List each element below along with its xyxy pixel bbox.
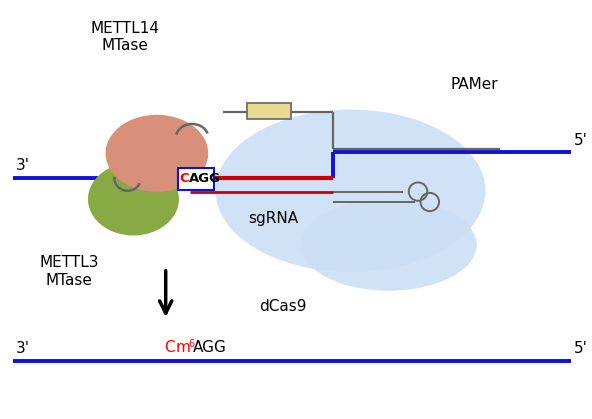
Text: sgRNA: sgRNA [248,211,298,226]
Ellipse shape [215,110,485,272]
Text: 5': 5' [574,341,587,357]
FancyBboxPatch shape [178,168,214,190]
Text: AGG: AGG [192,340,227,355]
Text: METTL14
MTase: METTL14 MTase [90,21,159,53]
Text: C: C [180,172,189,185]
Text: METTL3
MTase: METTL3 MTase [39,255,99,288]
Ellipse shape [105,115,208,192]
Ellipse shape [88,163,179,235]
Text: dCas9: dCas9 [259,299,307,314]
Text: C: C [164,340,175,355]
FancyBboxPatch shape [247,103,291,119]
Text: AGG: AGG [189,172,221,185]
Text: 3': 3' [16,158,30,173]
Ellipse shape [301,199,477,291]
Text: 6: 6 [188,339,194,349]
Text: m: m [176,340,191,355]
Text: 5': 5' [574,133,587,148]
Text: PAMer: PAMer [451,77,498,92]
Text: 3': 3' [16,341,30,357]
